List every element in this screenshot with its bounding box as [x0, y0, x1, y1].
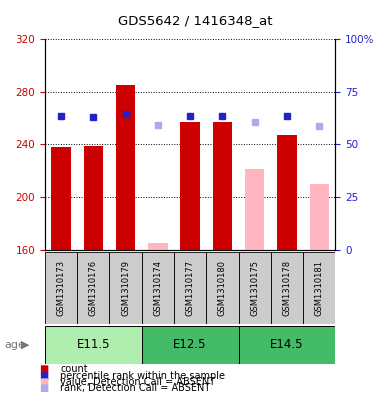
Bar	[110, 252, 142, 324]
Bar	[77, 252, 110, 324]
Text: GSM1310174: GSM1310174	[153, 260, 162, 316]
Text: ■: ■	[39, 364, 48, 375]
Text: E14.5: E14.5	[270, 338, 304, 351]
Bar	[303, 252, 335, 324]
Text: GSM1310179: GSM1310179	[121, 260, 130, 316]
Text: GSM1310173: GSM1310173	[57, 260, 66, 316]
Text: ■: ■	[39, 383, 48, 393]
Text: ■: ■	[39, 377, 48, 387]
Text: GSM1310177: GSM1310177	[186, 260, 195, 316]
Text: GSM1310180: GSM1310180	[218, 260, 227, 316]
Text: E12.5: E12.5	[174, 338, 207, 351]
Text: ■: ■	[39, 371, 48, 381]
Bar	[148, 243, 168, 250]
Text: value, Detection Call = ABSENT: value, Detection Call = ABSENT	[60, 377, 216, 387]
Bar	[213, 122, 232, 250]
Text: GSM1310175: GSM1310175	[250, 260, 259, 316]
Bar	[174, 252, 206, 324]
Bar	[206, 252, 239, 324]
Text: count: count	[60, 364, 88, 375]
Bar	[310, 184, 329, 250]
Bar	[239, 326, 335, 364]
Bar	[45, 252, 77, 324]
Text: age: age	[4, 340, 25, 350]
Bar	[271, 252, 303, 324]
Bar	[116, 85, 135, 250]
Bar	[239, 252, 271, 324]
Bar	[245, 169, 264, 250]
Text: GSM1310176: GSM1310176	[89, 260, 98, 316]
Bar	[181, 122, 200, 250]
Text: GSM1310178: GSM1310178	[282, 260, 291, 316]
Text: ▶: ▶	[21, 340, 30, 350]
Text: rank, Detection Call = ABSENT: rank, Detection Call = ABSENT	[60, 383, 211, 393]
Bar	[51, 147, 71, 250]
Text: percentile rank within the sample: percentile rank within the sample	[60, 371, 225, 381]
Bar	[277, 135, 297, 250]
Bar	[142, 252, 174, 324]
Bar	[45, 326, 142, 364]
Text: GDS5642 / 1416348_at: GDS5642 / 1416348_at	[118, 14, 272, 27]
Text: E11.5: E11.5	[76, 338, 110, 351]
Text: GSM1310181: GSM1310181	[315, 260, 324, 316]
Bar	[142, 326, 239, 364]
Bar	[83, 146, 103, 250]
